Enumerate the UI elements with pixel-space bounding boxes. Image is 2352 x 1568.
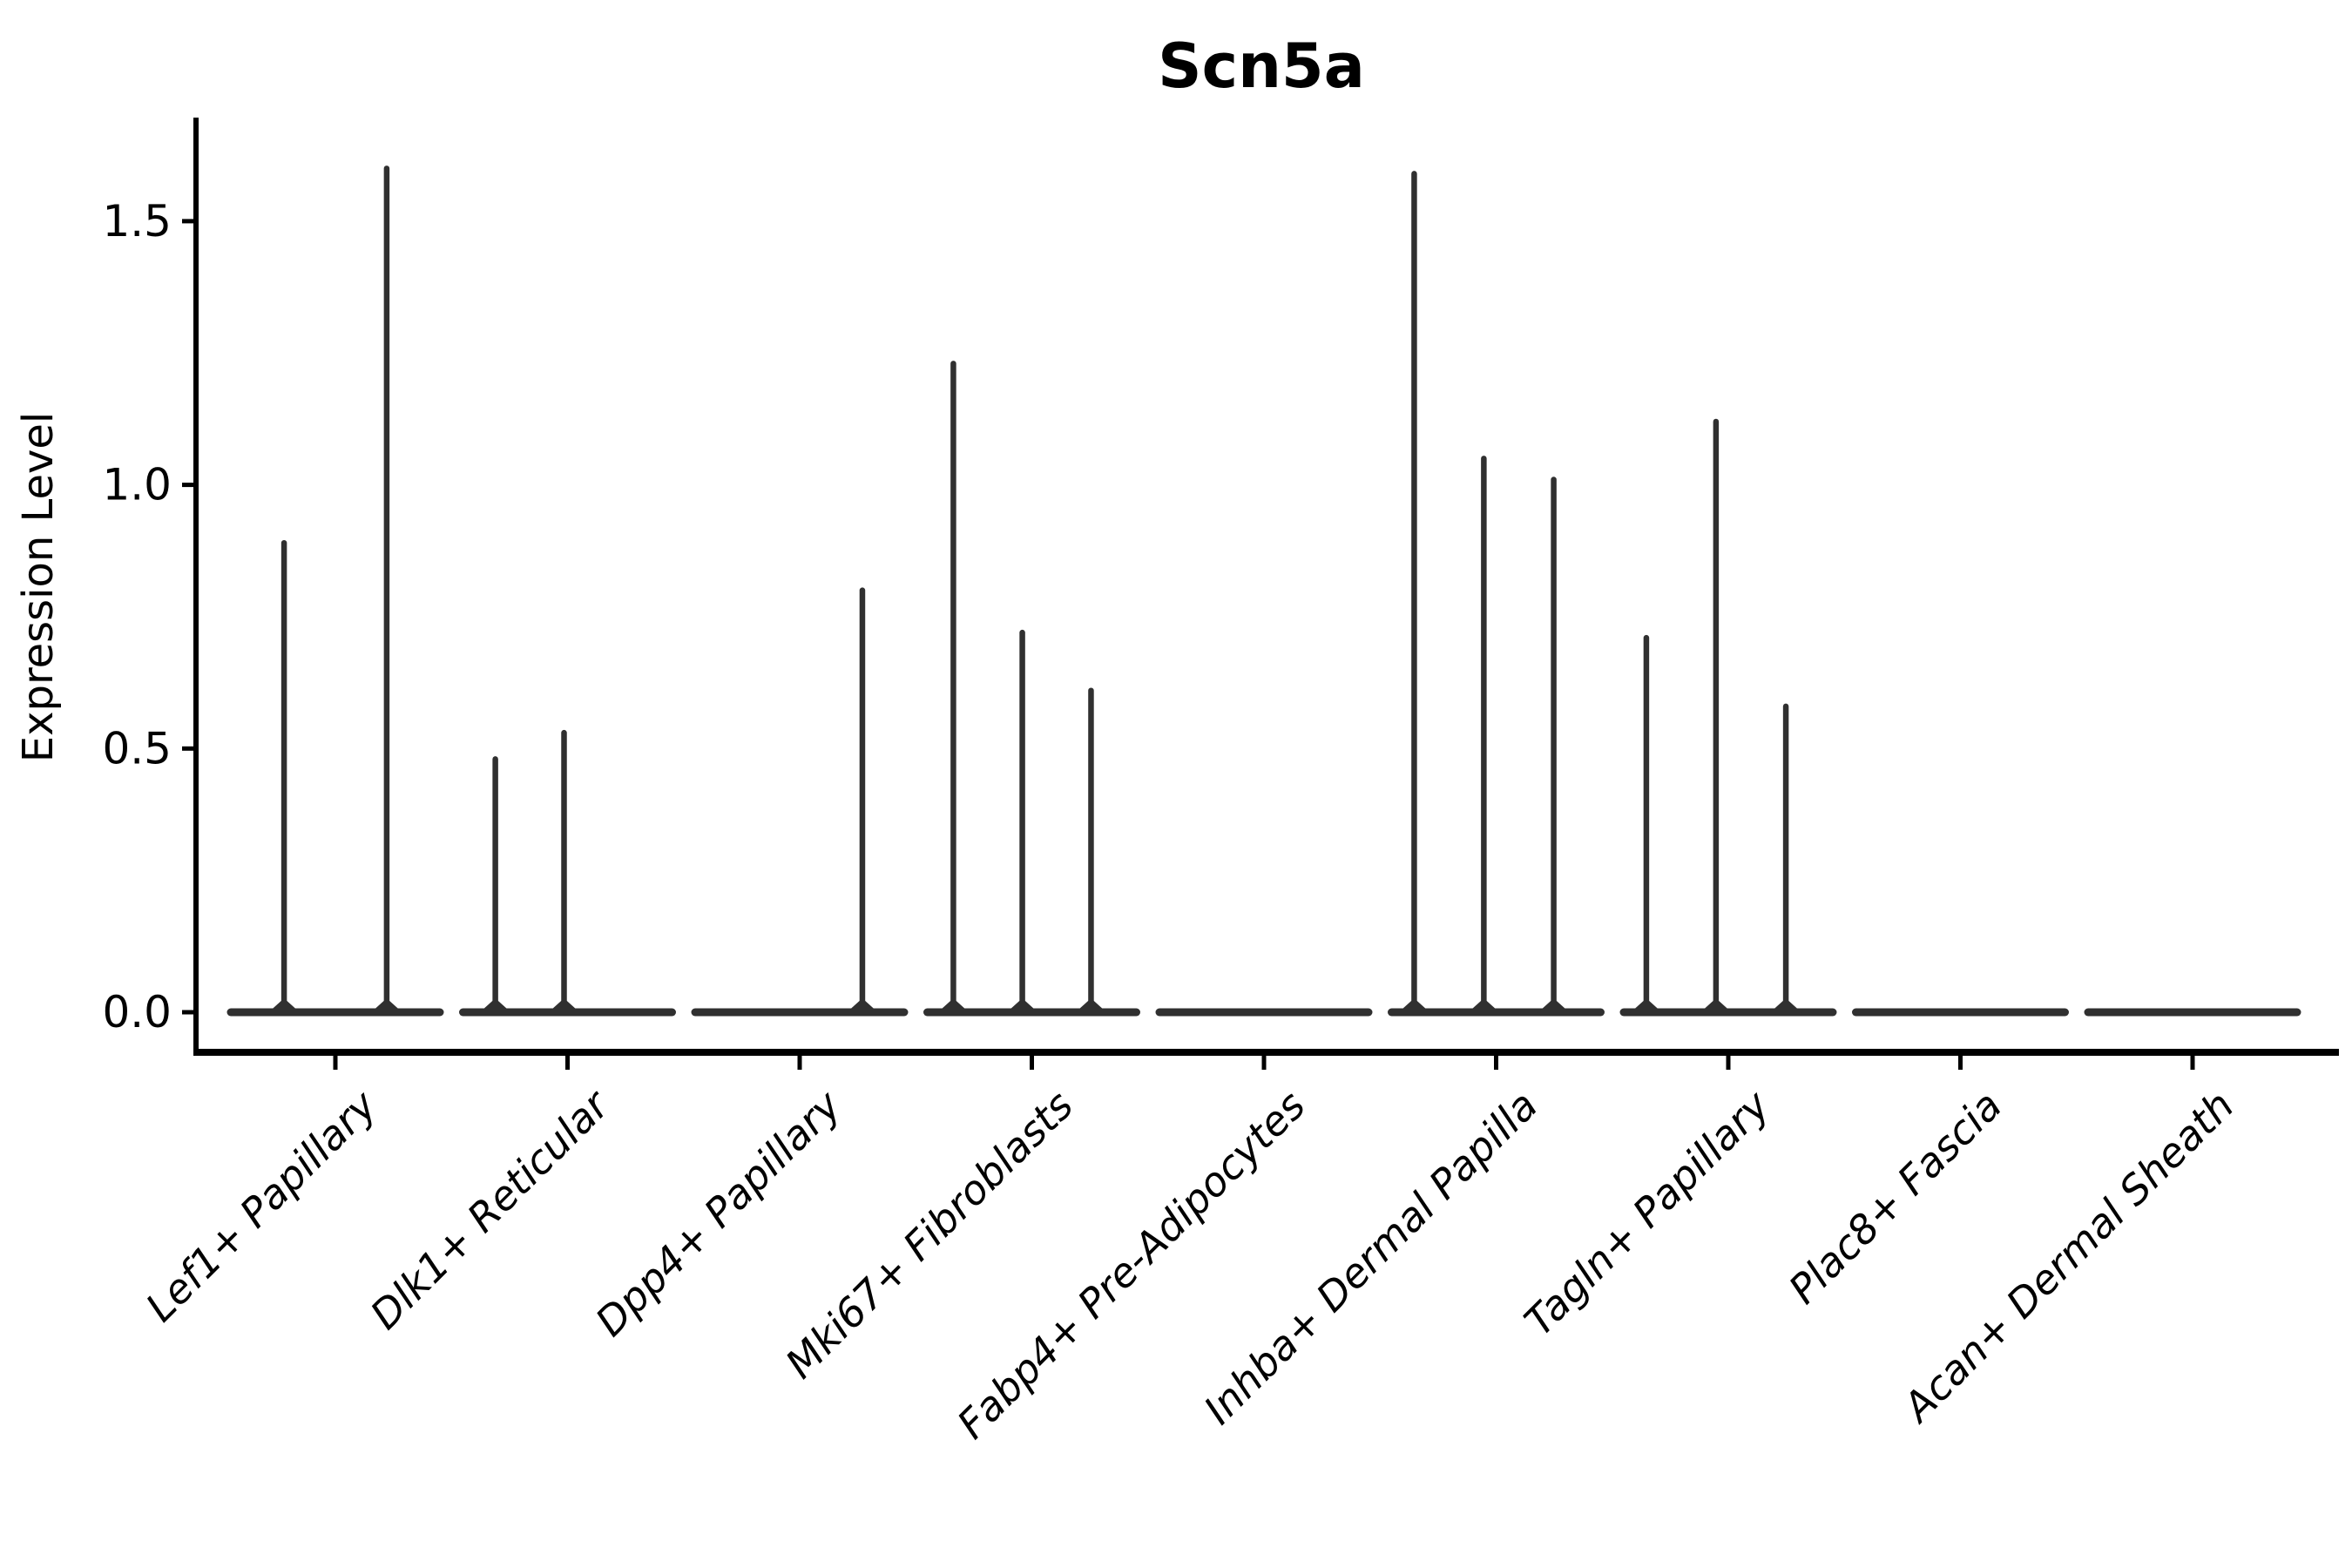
x-tick-label: Lef1+ Papillary <box>137 1081 386 1330</box>
violin <box>226 166 444 1017</box>
y-tick-label: 0.0 <box>102 987 172 1037</box>
y-tick-label: 1.0 <box>102 460 172 510</box>
x-tick-label: Dlk1+ Reticular <box>362 1079 620 1338</box>
chart-title: Scn5a <box>1158 30 1365 102</box>
violin <box>923 361 1140 1017</box>
x-tick-label: Plac8+ Fascia <box>1780 1082 2011 1313</box>
axes <box>182 118 2339 1070</box>
y-tick-label: 1.5 <box>102 196 172 247</box>
y-tick-label: 0.5 <box>102 723 172 774</box>
violins <box>226 166 2301 1017</box>
x-tick-label: Dpp4+ Papillary <box>586 1081 850 1345</box>
violin <box>1619 418 1837 1017</box>
violin <box>691 587 909 1017</box>
violin <box>1388 171 1605 1017</box>
y-axis-label: Expression Level <box>14 412 63 763</box>
y-tick-labels: 0.0 0.5 1.0 1.5 <box>102 196 172 1037</box>
violin <box>459 729 676 1017</box>
x-tick-label: Tagln+ Papillary <box>1515 1081 1779 1345</box>
